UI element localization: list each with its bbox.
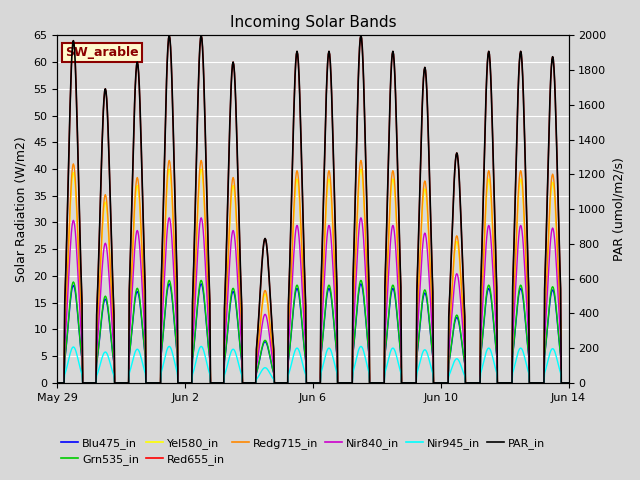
Grn535_in [115,380,123,386]
Redg715_in [163,174,171,180]
Blu475_in [381,353,388,359]
PAR_in [381,285,388,290]
Nir840_in [596,380,604,386]
PAR_in [127,245,134,251]
Redg715_in [596,380,604,386]
Nir945_in [469,380,477,386]
Yel580_in [335,380,343,386]
Red655_in [54,380,61,386]
Grn535_in [54,380,61,386]
Nir945_in [54,380,61,386]
Red655_in [335,380,343,386]
Yel580_in [127,297,134,303]
Redg715_in [165,157,173,163]
Yel580_in [54,380,61,386]
Nir945_in [596,380,604,386]
Nir840_in [381,335,388,340]
PAR_in [54,380,61,386]
Grn535_in [381,352,388,358]
Nir945_in [381,370,388,376]
Redg715_in [127,294,134,300]
Line: Nir945_in: Nir945_in [58,347,600,383]
Grn535_in [127,340,134,346]
Legend: Blu475_in, Grn535_in, Yel580_in, Red655_in, Redg715_in, Nir840_in, Nir945_in, PA: Blu475_in, Grn535_in, Yel580_in, Red655_… [57,433,550,469]
Red655_in [596,380,604,386]
Y-axis label: PAR (umol/m2/s): PAR (umol/m2/s) [612,157,625,261]
Blu475_in [163,288,171,294]
Line: PAR_in: PAR_in [58,36,600,383]
Nir945_in [335,380,343,386]
Red655_in [381,285,388,290]
PAR_in [469,380,477,386]
Nir840_in [163,228,171,233]
PAR_in [115,380,123,386]
PAR_in [596,380,604,386]
Yel580_in [469,380,477,386]
Title: Incoming Solar Bands: Incoming Solar Bands [230,15,396,30]
Nir840_in [165,215,173,221]
Line: Red655_in: Red655_in [58,36,600,383]
Red655_in [163,59,171,64]
Line: Yel580_in: Yel580_in [58,169,600,383]
Line: Nir840_in: Nir840_in [58,218,600,383]
Nir945_in [127,366,134,372]
Redg715_in [115,380,123,386]
Nir840_in [127,316,134,322]
Grn535_in [165,277,173,283]
Nir840_in [115,380,123,386]
Grn535_in [163,285,171,291]
Blu475_in [596,380,604,386]
PAR_in [335,380,343,386]
Nir840_in [335,380,343,386]
Redg715_in [469,380,477,386]
Nir945_in [115,380,123,386]
Blu475_in [469,380,477,386]
Red655_in [165,33,173,38]
Redg715_in [381,319,388,325]
Y-axis label: Solar Radiation (W/m2): Solar Radiation (W/m2) [15,136,28,282]
Nir945_in [163,346,171,352]
Nir840_in [54,380,61,386]
Grn535_in [469,380,477,386]
Redg715_in [54,380,61,386]
Blu475_in [115,380,123,386]
Blu475_in [54,380,61,386]
Line: Grn535_in: Grn535_in [58,280,600,383]
Red655_in [127,245,134,251]
Grn535_in [335,380,343,386]
PAR_in [165,33,173,38]
Nir840_in [469,380,477,386]
Blu475_in [165,281,173,287]
Yel580_in [115,380,123,386]
Red655_in [469,380,477,386]
Yel580_in [381,322,388,327]
Text: SW_arable: SW_arable [65,46,139,59]
Line: Redg715_in: Redg715_in [58,160,600,383]
Yel580_in [596,380,604,386]
Blu475_in [335,380,343,386]
Blu475_in [127,342,134,348]
Line: Blu475_in: Blu475_in [58,284,600,383]
Yel580_in [165,166,173,172]
PAR_in [163,59,171,64]
Yel580_in [163,182,171,188]
Grn535_in [596,380,604,386]
Nir945_in [165,344,173,349]
Red655_in [115,380,123,386]
Redg715_in [335,380,343,386]
